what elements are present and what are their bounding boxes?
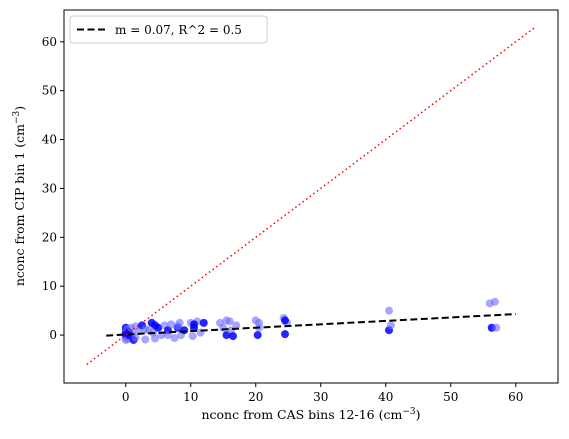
data-point — [490, 297, 499, 306]
data-point — [281, 330, 289, 339]
legend: m = 0.07, R^2 = 0.5 — [69, 15, 268, 44]
data-point — [253, 331, 262, 340]
data-point — [190, 320, 198, 329]
data-point — [232, 321, 241, 330]
data-point — [199, 318, 208, 327]
y-tick-label: 30 — [42, 181, 57, 195]
plot-frame — [63, 9, 559, 384]
y-tick-label: 0 — [49, 328, 57, 342]
y-axis-ticks: 0 10 20 30 40 50 60 — [42, 35, 64, 342]
data-point — [219, 323, 228, 332]
y-tick-label: 20 — [42, 230, 57, 244]
y-axis-label-superscript: −3 — [12, 110, 22, 124]
data-point — [167, 320, 176, 329]
x-axis-ticks: 0 10 20 30 40 50 60 — [122, 383, 523, 404]
data-point — [141, 325, 150, 334]
data-point — [188, 332, 197, 341]
data-point — [151, 321, 159, 330]
x-axis-label: nconc from CAS bins 12-16 (cm−3) — [201, 407, 420, 422]
plot-area — [86, 26, 536, 366]
fit-line — [106, 313, 516, 337]
x-tick-label: 50 — [443, 390, 458, 404]
data-point — [386, 321, 395, 330]
data-point — [281, 316, 289, 325]
data-point — [151, 334, 159, 343]
y-tick-label: 60 — [42, 35, 57, 49]
x-axis-label-end: ) — [416, 407, 421, 422]
data-point — [385, 306, 393, 315]
x-tick-label: 30 — [313, 390, 328, 404]
y-tick-label: 40 — [42, 133, 57, 147]
y-axis-label-end: ) — [12, 106, 27, 111]
data-point — [492, 323, 501, 332]
x-tick-label: 0 — [122, 390, 130, 404]
y-tick-label: 10 — [42, 279, 57, 293]
legend-box — [69, 15, 268, 44]
data-point — [141, 335, 150, 344]
x-tick-label: 60 — [508, 390, 523, 404]
one-to-one-line — [86, 26, 536, 366]
data-point — [222, 316, 231, 325]
data-point — [170, 334, 179, 343]
x-axis-label-superscript: −3 — [402, 407, 416, 417]
legend-fit-label: m = 0.07, R^2 = 0.5 — [115, 23, 242, 37]
y-axis-label: nconc from CIP bin 1 (cm−3) — [12, 106, 27, 286]
x-tick-label: 40 — [378, 390, 393, 404]
x-tick-label: 20 — [248, 390, 263, 404]
x-tick-label: 10 — [183, 390, 198, 404]
data-point — [131, 333, 140, 342]
data-point — [173, 322, 182, 331]
data-point — [229, 332, 237, 341]
y-tick-label: 50 — [42, 84, 57, 98]
